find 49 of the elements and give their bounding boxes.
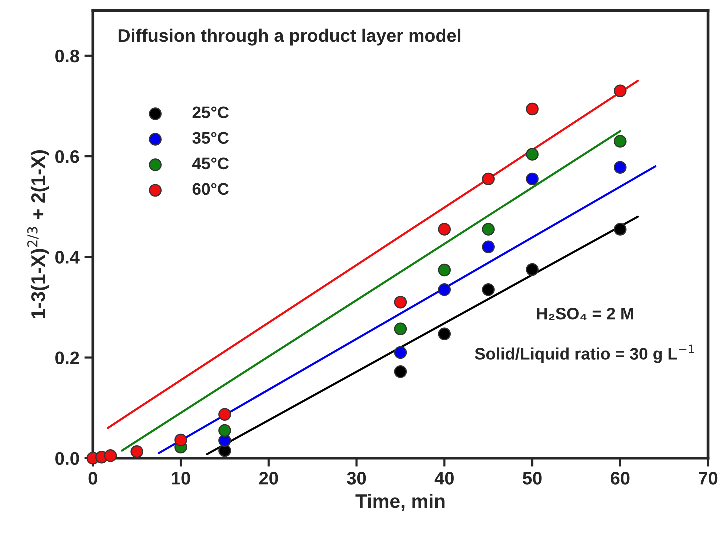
x-tick-label: 30: [347, 472, 366, 485]
point: [614, 161, 627, 174]
point: [394, 322, 408, 336]
point: [482, 240, 495, 254]
point: [394, 346, 408, 360]
legend-label: 35°C: [192, 132, 230, 144]
point: [174, 434, 188, 447]
point: [394, 365, 408, 378]
point: [218, 444, 232, 458]
point: [438, 223, 452, 236]
point: [438, 283, 452, 296]
y-axis-title: 1-3(1-X)$^{2/3}$ + 2(1-X): [28, 150, 50, 318]
point: [526, 172, 539, 186]
point: [218, 408, 232, 421]
point: [218, 424, 232, 438]
y-tick-label: 0.0: [56, 452, 80, 466]
text: Diffusion through a product layer model: [118, 28, 461, 46]
y-tick-label: 0.6: [56, 150, 80, 164]
x-tick-label: 50: [523, 472, 542, 485]
point: [218, 434, 232, 448]
x-tick-label: 40: [434, 472, 454, 485]
x-tick-label: 60: [611, 472, 630, 485]
point: [614, 223, 627, 236]
y-tick-label: 0.2: [56, 352, 80, 364]
legend-label: 25°C: [192, 106, 230, 118]
point: [438, 328, 452, 340]
y-tick-label: 0.4: [56, 251, 80, 264]
x-tick-label: 0: [88, 472, 98, 485]
legend-label: 60°C: [192, 183, 230, 196]
point: [104, 450, 118, 462]
y-tick-label: 0.8: [56, 50, 80, 63]
x-tick-label: 10: [172, 472, 190, 485]
x-tick-label: 70: [699, 472, 718, 485]
annotation: H₂SO₄ = 2 M: [537, 308, 634, 320]
point: [394, 296, 408, 309]
point: [614, 135, 627, 148]
point: [526, 148, 539, 161]
annotation: Solid/Liquid ratio = 30 g L$^{−1}$: [475, 344, 694, 364]
point: [482, 223, 495, 236]
point: [482, 172, 495, 186]
point: [130, 445, 144, 458]
point: [438, 264, 452, 277]
point: [482, 283, 495, 296]
legend-label: 45°C: [192, 158, 230, 170]
point: [526, 263, 539, 276]
x-tick-label: 20: [259, 472, 278, 485]
x-axis-title: Time, min: [356, 494, 445, 512]
point: [614, 84, 627, 98]
point: [526, 102, 539, 116]
